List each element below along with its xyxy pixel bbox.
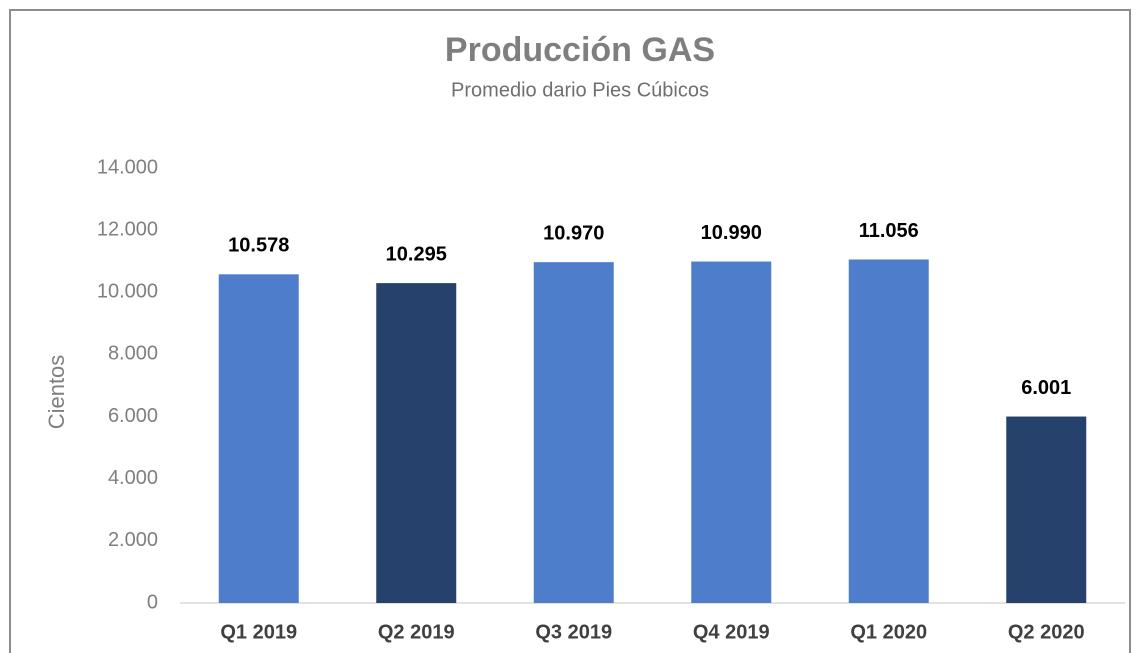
y-tick-label: 0 <box>147 591 158 613</box>
value-label: 11.056 <box>859 220 919 242</box>
value-label: 10.578 <box>228 235 289 257</box>
x-tick-label: Q2 2019 <box>378 621 455 643</box>
y-tick-label: 10.000 <box>97 281 158 303</box>
value-label: 10.970 <box>543 222 604 244</box>
x-tick-label: Q2 2020 <box>1008 621 1085 643</box>
chart-title: Producción GAS <box>445 31 715 69</box>
x-tick-label: Q3 2019 <box>535 621 612 643</box>
y-tick-label: 2.000 <box>108 529 158 551</box>
chart-border <box>9 9 1131 653</box>
bar <box>848 259 929 603</box>
bar <box>376 283 457 603</box>
value-label: 10.990 <box>701 222 762 244</box>
y-tick-label: 14.000 <box>97 156 158 178</box>
bar <box>533 262 614 603</box>
x-tick-label: Q4 2019 <box>693 621 770 643</box>
value-label: 10.295 <box>386 243 447 265</box>
y-tick-label: 6.000 <box>108 405 158 427</box>
bar <box>218 274 299 603</box>
y-axis-label: Cientos <box>44 355 69 430</box>
bar <box>1006 416 1087 603</box>
value-label: 6.001 <box>1021 377 1071 399</box>
chart-subtitle: Promedio dario Pies Cúbicos <box>451 79 709 101</box>
x-tick-label: Q1 2019 <box>220 621 297 643</box>
y-tick-label: 12.000 <box>97 218 158 240</box>
bar <box>691 261 772 603</box>
y-tick-label: 8.000 <box>108 343 158 365</box>
y-tick-label: 4.000 <box>108 467 158 489</box>
x-tick-label: Q1 2020 <box>850 621 927 643</box>
